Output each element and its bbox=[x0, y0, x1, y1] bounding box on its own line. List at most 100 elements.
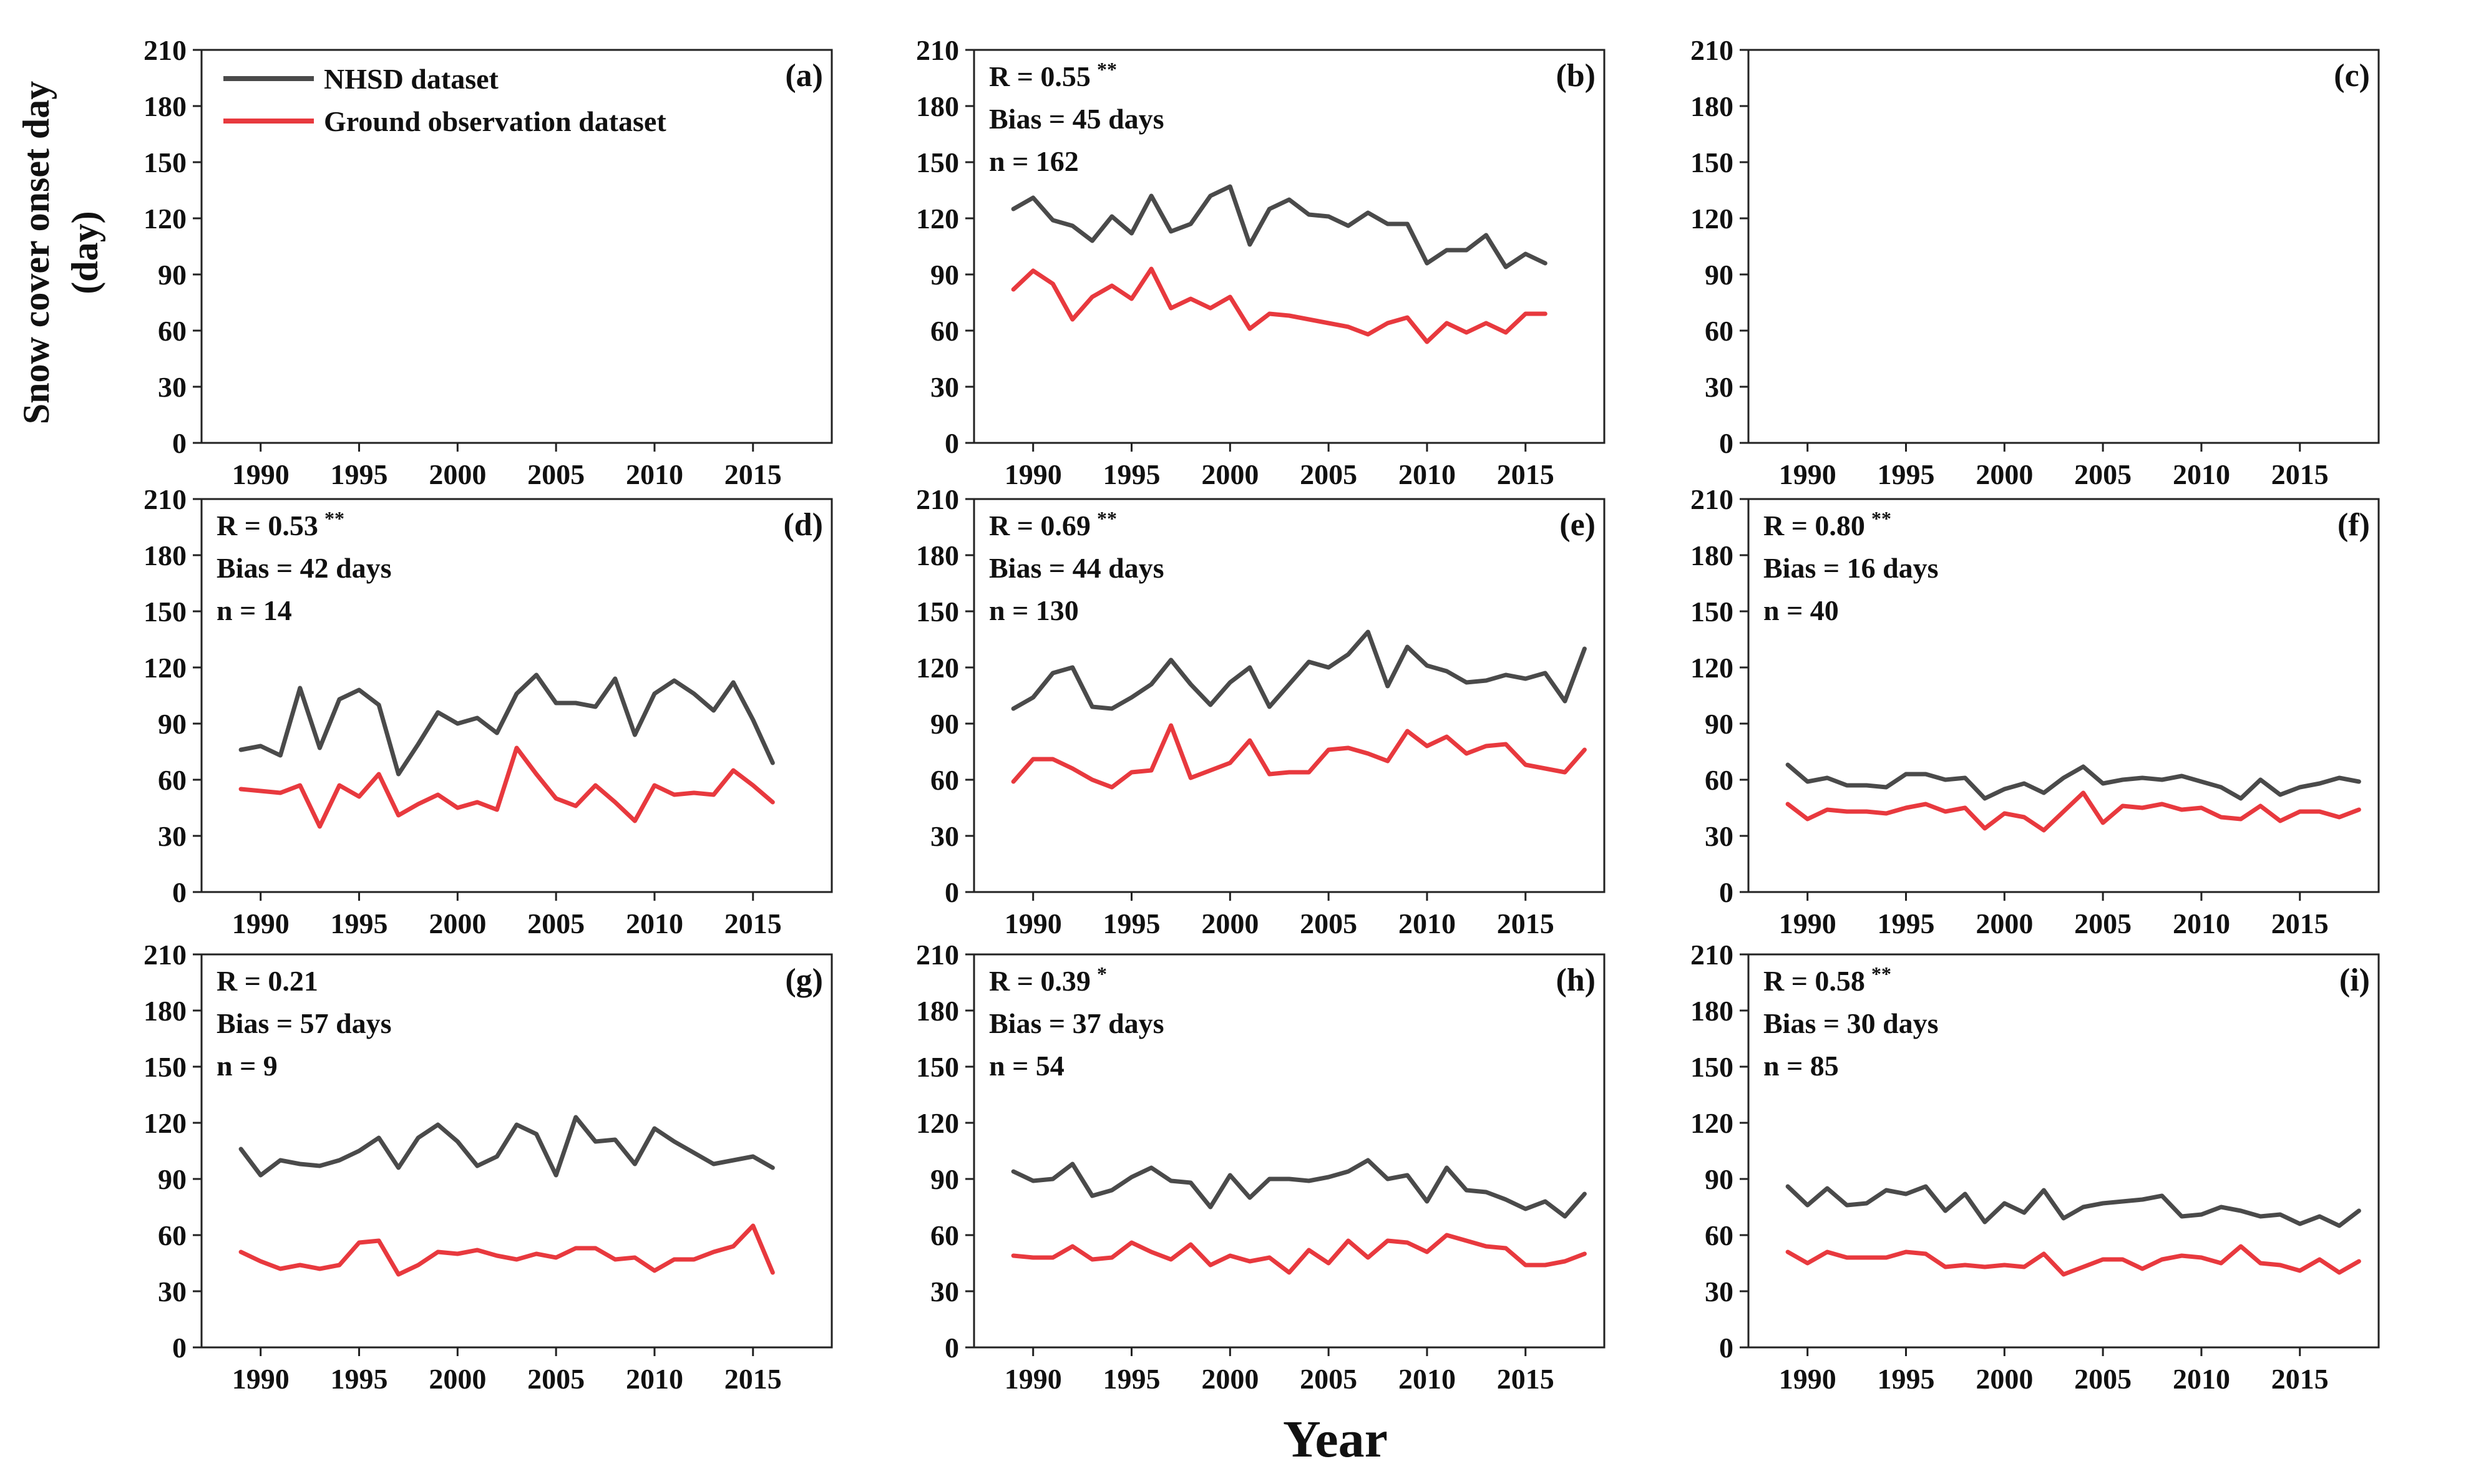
stat-bias: Bias = 45 days bbox=[989, 103, 1164, 135]
x-tick-label: 1990 bbox=[232, 1363, 290, 1395]
y-tick-label: 0 bbox=[172, 427, 187, 459]
y-tick-label: 30 bbox=[158, 820, 187, 852]
x-tick-label: 2005 bbox=[2074, 1363, 2132, 1395]
y-axis-title: Snow cover onset day bbox=[16, 81, 57, 425]
x-tick-label: 2010 bbox=[626, 1363, 683, 1395]
y-tick-label: 30 bbox=[1705, 820, 1733, 852]
x-tick-label: 2005 bbox=[527, 908, 585, 939]
x-tick-label: 1990 bbox=[1005, 1363, 1062, 1395]
y-tick-label: 180 bbox=[1690, 90, 1733, 122]
y-tick-label: 150 bbox=[1690, 147, 1733, 178]
x-tick-label: 2005 bbox=[527, 1363, 585, 1395]
stat-bias: Bias = 37 days bbox=[989, 1007, 1164, 1039]
series-line-nhsd bbox=[1785, 1184, 2361, 1228]
series-line-nhsd bbox=[1011, 184, 1547, 269]
stat-bias: Bias = 42 days bbox=[217, 552, 392, 584]
y-tick-label: 120 bbox=[1690, 203, 1733, 235]
x-tick-label: 2000 bbox=[429, 908, 486, 939]
y-tick-label: 30 bbox=[158, 371, 187, 403]
plot-frame bbox=[1747, 953, 2380, 1349]
y-tick-label: 30 bbox=[158, 1276, 187, 1307]
plot-frame bbox=[973, 953, 1606, 1349]
y-tick-label: 210 bbox=[144, 34, 187, 66]
x-tick-label: 2005 bbox=[2074, 908, 2132, 939]
stat-n: n = 130 bbox=[989, 594, 1079, 626]
y-tick-label: 150 bbox=[144, 147, 187, 178]
significance-marker: ** bbox=[1097, 507, 1117, 530]
y-tick-label: 90 bbox=[158, 1163, 187, 1195]
x-tick-label: 2005 bbox=[1300, 458, 1357, 490]
y-tick-label: 180 bbox=[916, 995, 959, 1027]
y-tick-label: 210 bbox=[916, 939, 959, 971]
x-tick-label: 2010 bbox=[2173, 1363, 2230, 1395]
y-tick-label: 210 bbox=[916, 483, 959, 515]
panel-grid: 0 30 60 90 120 150 180 210 1990 1995 2000 2005 2010 2… bbox=[144, 34, 2380, 1395]
y-tick-label: 180 bbox=[144, 540, 187, 571]
y-tick-label: 30 bbox=[1705, 371, 1733, 403]
y-tick-label: 60 bbox=[930, 1220, 959, 1251]
y-tick-label: 150 bbox=[916, 147, 959, 178]
y-tick-label: 90 bbox=[930, 708, 959, 740]
plot-frame bbox=[1747, 498, 2380, 893]
x-tick-label: 2005 bbox=[527, 458, 585, 490]
y-tick-label: 0 bbox=[1719, 1332, 1733, 1364]
x-tick-label: 2000 bbox=[1976, 458, 2033, 490]
significance-marker: * bbox=[1097, 963, 1107, 985]
x-tick-label: 2015 bbox=[2271, 1363, 2329, 1395]
stat-r: R = 0.21 bbox=[217, 965, 318, 997]
panel-label: (g) bbox=[785, 963, 823, 998]
x-tick-label: 1995 bbox=[1103, 1363, 1161, 1395]
y-tick-label: 60 bbox=[158, 315, 187, 347]
x-tick-label: 1995 bbox=[1878, 458, 1935, 490]
stat-n: n = 54 bbox=[989, 1050, 1065, 1082]
stat-r: R = 0.69 ** bbox=[989, 507, 1117, 541]
stat-r: R = 0.53 ** bbox=[217, 507, 344, 541]
series-line-ground bbox=[1011, 723, 1587, 790]
stat-r: R = 0.80 ** bbox=[1763, 507, 1891, 541]
x-tick-label: 1990 bbox=[1779, 458, 1836, 490]
series-line-nhsd bbox=[1011, 629, 1587, 711]
y-tick-label: 30 bbox=[930, 820, 959, 852]
x-tick-label: 2000 bbox=[1201, 908, 1259, 939]
x-tick-label: 2015 bbox=[2271, 458, 2329, 490]
x-tick-label: 1990 bbox=[1779, 908, 1836, 939]
y-tick-label: 0 bbox=[172, 1332, 187, 1364]
y-tick-label: 120 bbox=[1690, 652, 1733, 684]
panel-label: (c) bbox=[2334, 58, 2370, 94]
plot-frame bbox=[973, 49, 1606, 444]
y-tick-label: 180 bbox=[1690, 995, 1733, 1027]
x-tick-label: 1990 bbox=[1005, 908, 1062, 939]
y-tick-label: 60 bbox=[1705, 764, 1733, 796]
y-tick-label: 150 bbox=[916, 1051, 959, 1083]
stat-bias: Bias = 16 days bbox=[1763, 552, 1939, 584]
stat-n: n = 85 bbox=[1763, 1050, 1839, 1082]
legend-label: NHSD dataset bbox=[324, 63, 499, 95]
y-tick-label: 210 bbox=[916, 34, 959, 66]
y-tick-label: 90 bbox=[930, 259, 959, 291]
panel: 0 30 60 90 120 150 180 210 1990 1995 2000 2005 2010 2… bbox=[144, 483, 833, 939]
series-line-nhsd bbox=[238, 672, 775, 777]
y-tick-label: 0 bbox=[1719, 876, 1733, 908]
panel: 0 30 60 90 120 150 180 210 1990 1995 2000 2005 2010 2… bbox=[1690, 939, 2380, 1395]
x-tick-label: 2000 bbox=[1201, 458, 1259, 490]
significance-marker: ** bbox=[1871, 963, 1891, 985]
x-tick-label: 1990 bbox=[232, 458, 290, 490]
x-tick-label: 2010 bbox=[1398, 458, 1456, 490]
panel: 0 30 60 90 120 150 180 210 1990 1995 2000 2005 2010 2… bbox=[1690, 483, 2380, 939]
y-tick-label: 90 bbox=[158, 708, 187, 740]
y-tick-label: 120 bbox=[1690, 1107, 1733, 1139]
y-tick-label: 180 bbox=[1690, 540, 1733, 571]
stat-n: n = 14 bbox=[217, 594, 292, 626]
series-line-nhsd bbox=[1785, 762, 2361, 801]
stat-r: R = 0.58 ** bbox=[1763, 963, 1891, 997]
x-tick-label: 2000 bbox=[1976, 1363, 2033, 1395]
y-tick-label: 120 bbox=[144, 1107, 187, 1139]
x-tick-label: 2010 bbox=[1398, 908, 1456, 939]
x-tick-label: 2010 bbox=[2173, 908, 2230, 939]
series-line-nhsd bbox=[1011, 1158, 1587, 1219]
y-tick-label: 60 bbox=[1705, 1220, 1733, 1251]
plot-frame bbox=[1747, 49, 2380, 444]
x-tick-label: 2005 bbox=[1300, 1363, 1357, 1395]
x-tick-label: 2000 bbox=[429, 458, 486, 490]
